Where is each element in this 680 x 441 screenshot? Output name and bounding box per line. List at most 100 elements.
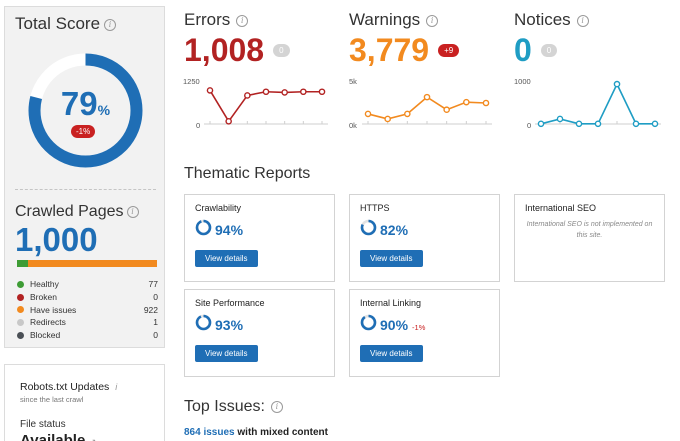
notices-title: Notices i: [514, 10, 589, 30]
sparkline-point: [244, 92, 251, 99]
top-issues-title: Top Issues: i: [184, 398, 283, 416]
sparkline-point: [300, 88, 307, 96]
card-international-seo: International SEO International SEO is n…: [514, 194, 665, 282]
info-icon[interactable]: i: [426, 14, 439, 27]
view-details-button[interactable]: View details: [360, 345, 423, 362]
internal-linking-delta: -1%: [412, 323, 426, 332]
file-status-value[interactable]: Available↗: [20, 432, 96, 441]
view-details-button[interactable]: View details: [360, 250, 423, 267]
legend-row-healthy[interactable]: Healthy 77: [17, 278, 158, 291]
warnings-title: Warnings i: [349, 10, 459, 30]
ring-progress: [195, 219, 212, 236]
sparkline-point: [482, 99, 490, 107]
notices-axis-min: 0: [527, 121, 532, 130]
info-icon[interactable]: i: [270, 400, 283, 413]
crawled-pages-title: Crawled Pages i: [15, 203, 139, 221]
info-icon[interactable]: i: [236, 14, 249, 27]
status-dot: [17, 306, 24, 314]
errors-metric: Errors i 1,008 0: [184, 10, 290, 69]
status-dot: [17, 280, 24, 288]
international-seo-note: International SEO is not implemented on …: [526, 221, 653, 239]
legend-row-have-issues[interactable]: Have issues 922: [17, 303, 158, 316]
sparkline-point: [364, 110, 372, 118]
notices-sparkline: [535, 80, 661, 128]
total-score-title: Total Score i: [15, 14, 117, 34]
divider: [15, 189, 156, 190]
warnings-metric: Warnings i 3,779 +9: [349, 10, 460, 69]
info-icon[interactable]: i: [576, 14, 589, 27]
robots-subtitle: since the last crawl: [20, 395, 84, 404]
sparkline-point: [556, 115, 564, 123]
sparkline-point: [632, 120, 640, 128]
site-performance-progress-ring: [195, 314, 212, 331]
errors-axis-max: 1250: [183, 77, 200, 86]
status-dot: [17, 318, 24, 326]
top-issue-item: 864 issues with mixed content: [184, 427, 328, 438]
warnings-axis-max: 5k: [349, 77, 357, 86]
crawlability-value: 94%: [215, 222, 244, 238]
total-score-value: 79%: [60, 85, 111, 122]
card-crawlability: Crawlability 94% View details: [184, 194, 335, 282]
errors-sparkline: [204, 87, 328, 125]
ring-progress: [360, 314, 377, 331]
sparkline-point: [594, 120, 602, 128]
sparkline-point: [575, 120, 583, 128]
crawlability-progress-ring: [195, 219, 212, 236]
ring-progress: [195, 314, 212, 331]
warnings-sparkline: [362, 93, 492, 125]
info-icon[interactable]: i: [126, 205, 139, 218]
status-dot: [17, 331, 24, 339]
robots-txt-card: Robots.txt Updates i since the last crawl…: [4, 364, 165, 441]
file-status-label: File status: [20, 419, 66, 430]
status-dot: [17, 293, 24, 301]
sparkline-point: [463, 98, 470, 106]
warnings-change-badge: +9: [438, 44, 460, 57]
errors-title: Errors i: [184, 10, 290, 30]
notices-metric: Notices i 0 0: [514, 10, 589, 69]
thematic-reports-title: Thematic Reports: [184, 165, 311, 182]
ring-progress: [360, 219, 377, 236]
sparkline-point: [318, 88, 326, 96]
sparkline-point: [613, 80, 621, 88]
crawled-pages-legend: Healthy 77 Broken 0 Have issues 922 Redi…: [17, 278, 158, 341]
errors-axis-min: 0: [196, 121, 201, 130]
sparkline-point: [384, 115, 391, 123]
sparkline-point: [262, 88, 270, 96]
score-delta-badge: -1%: [71, 125, 96, 138]
errors-change-badge: 0: [273, 44, 290, 57]
sparkline-point: [281, 89, 288, 96]
warnings-value[interactable]: 3,779: [349, 32, 430, 68]
warnings-axis-min: 0k: [349, 121, 357, 130]
view-details-button[interactable]: View details: [195, 345, 258, 362]
card-https: HTTPS 82% View details: [349, 194, 500, 282]
external-link-icon[interactable]: ↗: [89, 438, 96, 441]
sparkline-point: [206, 87, 214, 94]
view-details-button[interactable]: View details: [195, 250, 258, 267]
total-score-ring: [28, 53, 143, 168]
errors-value[interactable]: 1,008: [184, 32, 265, 68]
sparkline-point: [537, 120, 545, 128]
crawled-pages-value: 1,000: [15, 221, 98, 258]
legend-row-redirects[interactable]: Redirects 1: [17, 316, 158, 329]
crawled-pages-bar: [17, 260, 157, 267]
healthy-segment: [17, 260, 28, 267]
info-icon[interactable]: i: [115, 382, 118, 392]
sparkline-point: [225, 118, 232, 125]
notices-change-badge: 0: [540, 44, 558, 57]
legend-row-blocked[interactable]: Blocked 0: [17, 329, 158, 342]
sparkline-point: [404, 110, 411, 118]
robots-title: Robots.txt Updates i: [20, 381, 118, 393]
sparkline-point: [423, 93, 431, 101]
internal-linking-value: 90% -1%: [380, 317, 426, 333]
sparkline-point: [443, 106, 450, 114]
notices-axis-max: 1000: [514, 77, 531, 86]
card-internal-linking: Internal Linking 90% -1% View details: [349, 289, 500, 377]
info-icon[interactable]: i: [104, 18, 117, 31]
card-site-performance: Site Performance 93% View details: [184, 289, 335, 377]
internal-linking-progress-ring: [360, 314, 377, 331]
https-value: 82%: [380, 222, 409, 238]
site-performance-value: 93%: [215, 317, 244, 333]
legend-row-broken[interactable]: Broken 0: [17, 291, 158, 304]
notices-value[interactable]: 0: [514, 32, 532, 68]
issues-link[interactable]: 864 issues: [184, 427, 235, 438]
